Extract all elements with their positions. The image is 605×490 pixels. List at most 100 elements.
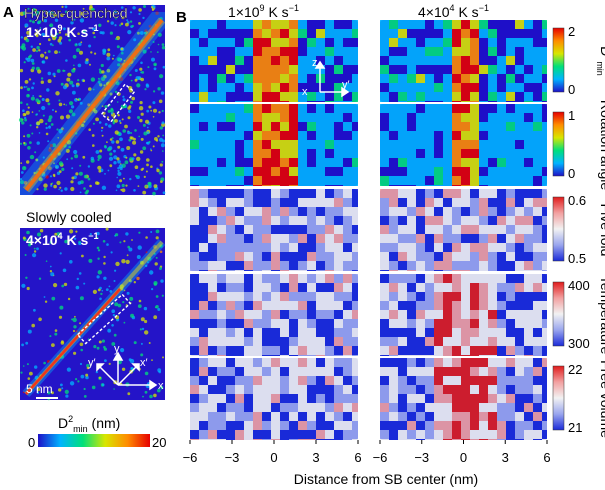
atom-dot bbox=[121, 188, 126, 193]
atom-dot bbox=[107, 169, 110, 172]
atom-dot bbox=[109, 164, 113, 168]
atom-dot bbox=[100, 292, 103, 296]
atom-dot bbox=[24, 23, 29, 28]
atom-dot bbox=[83, 187, 86, 190]
atom-dot bbox=[114, 302, 119, 307]
atom-dot bbox=[71, 318, 74, 321]
colorbar-row3-min: 0.5 bbox=[568, 251, 586, 266]
atom-dot bbox=[115, 37, 118, 41]
atom-dot bbox=[123, 289, 126, 292]
atom-dot bbox=[127, 392, 131, 396]
atom-dot bbox=[115, 189, 118, 192]
atom-dot bbox=[101, 339, 105, 343]
atom-dot bbox=[64, 239, 68, 244]
atom-dot bbox=[34, 151, 37, 154]
atom-dot bbox=[33, 250, 37, 253]
atom-dot bbox=[146, 163, 149, 167]
atom-dot bbox=[89, 63, 91, 66]
atom-dot bbox=[67, 35, 70, 38]
atom-dot bbox=[138, 12, 141, 16]
atom-dot bbox=[120, 348, 125, 353]
atom-dot bbox=[28, 78, 32, 81]
atom-dot bbox=[53, 13, 57, 17]
atom-dot bbox=[77, 32, 80, 35]
atom-dot bbox=[69, 381, 75, 386]
atom-dot bbox=[117, 167, 120, 170]
atom-dot bbox=[77, 63, 82, 68]
atom-dot bbox=[79, 362, 83, 366]
atom-dot bbox=[19, 178, 23, 181]
slow-band-core bbox=[25, 288, 121, 395]
colorbar-row1-max: 2 bbox=[568, 24, 575, 39]
atom-dot bbox=[27, 377, 31, 380]
atom-dot bbox=[107, 147, 111, 152]
atom-dot bbox=[131, 24, 134, 28]
atom-dot bbox=[82, 30, 86, 33]
atom-dot bbox=[107, 328, 112, 333]
atom-dot bbox=[125, 259, 130, 264]
atom-dot bbox=[133, 153, 137, 157]
atom-dot bbox=[88, 87, 92, 91]
x-axis-label: Distance from SB center (nm) bbox=[294, 471, 478, 487]
atom-dot bbox=[129, 20, 133, 23]
atom-dot bbox=[141, 327, 145, 331]
atom-dot bbox=[126, 146, 131, 150]
x-tick-labels: −6 −3 0 3 6 −6 −3 0 3 6 bbox=[183, 440, 551, 465]
atom-dot bbox=[97, 165, 102, 170]
atom-dot bbox=[38, 277, 42, 280]
x-tick-label: −6 bbox=[183, 450, 198, 465]
atom-dot bbox=[142, 146, 147, 151]
atom-dot bbox=[127, 131, 131, 135]
atom-dot bbox=[58, 36, 63, 40]
atom-dot bbox=[36, 46, 40, 50]
atom-dot bbox=[118, 164, 123, 169]
map-row4-col1 bbox=[190, 274, 358, 356]
atom-dot bbox=[155, 236, 159, 240]
atom-dot bbox=[89, 184, 92, 188]
atom-dot bbox=[97, 257, 100, 260]
atom-dot bbox=[89, 233, 92, 236]
atom-dot bbox=[20, 171, 24, 174]
atom-dot bbox=[37, 232, 41, 237]
atom-dot bbox=[64, 187, 68, 191]
atom-dot bbox=[103, 84, 106, 87]
atom-dot bbox=[20, 371, 23, 374]
x-tick-label: 6 bbox=[543, 450, 550, 465]
atom-dot bbox=[159, 74, 164, 79]
atom-dot bbox=[142, 16, 145, 20]
atom-dot bbox=[70, 186, 75, 192]
x-tick-label: 0 bbox=[270, 450, 277, 465]
atom-dot bbox=[81, 254, 84, 258]
atom-dot bbox=[151, 288, 154, 291]
atom-dot bbox=[52, 109, 54, 111]
atom-dot bbox=[26, 133, 31, 138]
atom-dot bbox=[61, 387, 64, 390]
atom-dot bbox=[138, 135, 140, 138]
atom-dot bbox=[151, 359, 153, 361]
atom-dot bbox=[140, 77, 144, 82]
atom-dot bbox=[116, 157, 120, 161]
atom-dot bbox=[131, 96, 135, 101]
atom-dot bbox=[124, 124, 128, 129]
atom-dot bbox=[27, 329, 32, 334]
atom-dot bbox=[138, 22, 141, 25]
colorbar-row5-max: 22 bbox=[568, 362, 582, 377]
atom-dot bbox=[22, 236, 26, 240]
atom-dot bbox=[78, 98, 82, 101]
atom-dot bbox=[137, 304, 142, 308]
atom-dot bbox=[76, 84, 79, 88]
atom-dot bbox=[33, 247, 36, 250]
atom-dot bbox=[98, 121, 102, 124]
atom-dot bbox=[134, 129, 137, 132]
atom-dot bbox=[51, 182, 54, 185]
atom-dot bbox=[108, 156, 114, 161]
atom-dot bbox=[20, 86, 23, 90]
atom-dot bbox=[113, 280, 116, 282]
atom-dot bbox=[21, 343, 24, 347]
colorbar-a bbox=[38, 434, 150, 447]
atom-dot bbox=[139, 150, 144, 154]
atom-dot bbox=[69, 101, 74, 106]
panel-b-letter: B bbox=[176, 9, 187, 26]
map-row1-col2 bbox=[380, 20, 547, 102]
atom-dot bbox=[157, 32, 162, 37]
